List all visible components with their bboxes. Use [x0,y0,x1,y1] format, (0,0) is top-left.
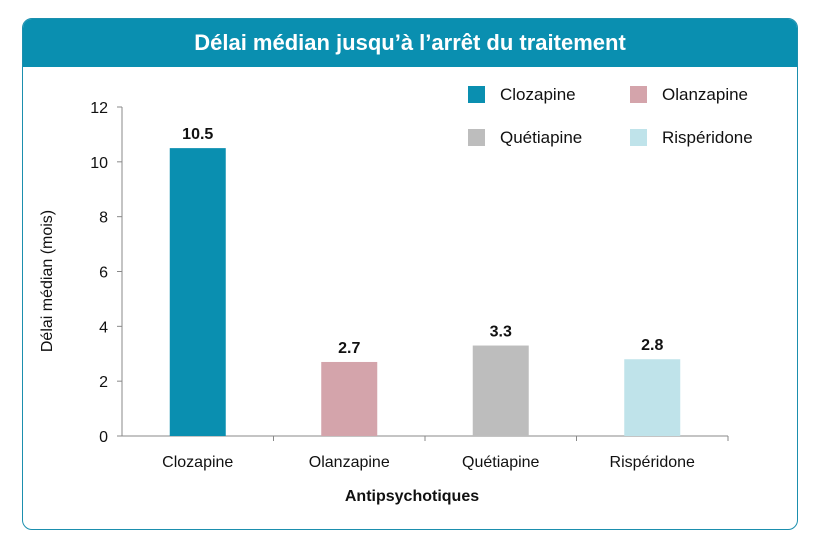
legend-swatch [630,86,647,103]
bar-3 [472,345,529,436]
legend: Clozapine Olanzapine Quétiapine Rispéridone [468,85,753,147]
y-axis-label: Délai médian (mois) [39,210,56,352]
legend-label: Rispéridone [662,128,753,147]
legend-label: Quétiapine [500,128,582,147]
x-tick-label: Olanzapine [309,454,390,471]
y-tick-label: 0 [99,429,108,446]
chart-title: Délai médian jusqu’à l’arrêt du traiteme… [194,30,626,55]
chart-card: Délai médian jusqu’à l’arrêt du traiteme… [22,18,798,530]
bar-value-label: 10.5 [182,126,213,143]
legend-label: Olanzapine [662,85,748,104]
x-tick-label: Quétiapine [462,454,539,471]
y-tick-label: 4 [99,319,108,336]
y-tick-label: 8 [99,210,108,227]
bar-value-label: 3.3 [490,324,512,341]
legend-label: Clozapine [500,85,576,104]
chart-title-bar: Délai médian jusqu’à l’arrêt du traiteme… [23,19,797,67]
x-tick-label: Clozapine [162,454,233,471]
legend-swatch [630,129,647,146]
bar-1 [169,148,226,436]
legend-swatch [468,129,485,146]
y-tick-label: 12 [90,100,108,117]
bar-value-label: 2.7 [338,340,360,357]
y-tick-label: 6 [99,265,108,282]
bar-value-label: 2.8 [641,337,663,354]
bars: 10.5 2.7 3.3 2.8 [169,126,681,436]
x-tick-label: Rispéridone [610,454,695,471]
x-axis-label: Antipsychotiques [345,488,479,505]
bar-4 [624,359,681,436]
axes: 0 2 4 6 8 10 12 Clozapine Olanzapine Quétiapine Ri… [90,100,729,471]
bar-2 [321,361,378,436]
y-tick-label: 2 [99,374,108,391]
y-tick-label: 10 [90,155,108,172]
legend-swatch [468,86,485,103]
